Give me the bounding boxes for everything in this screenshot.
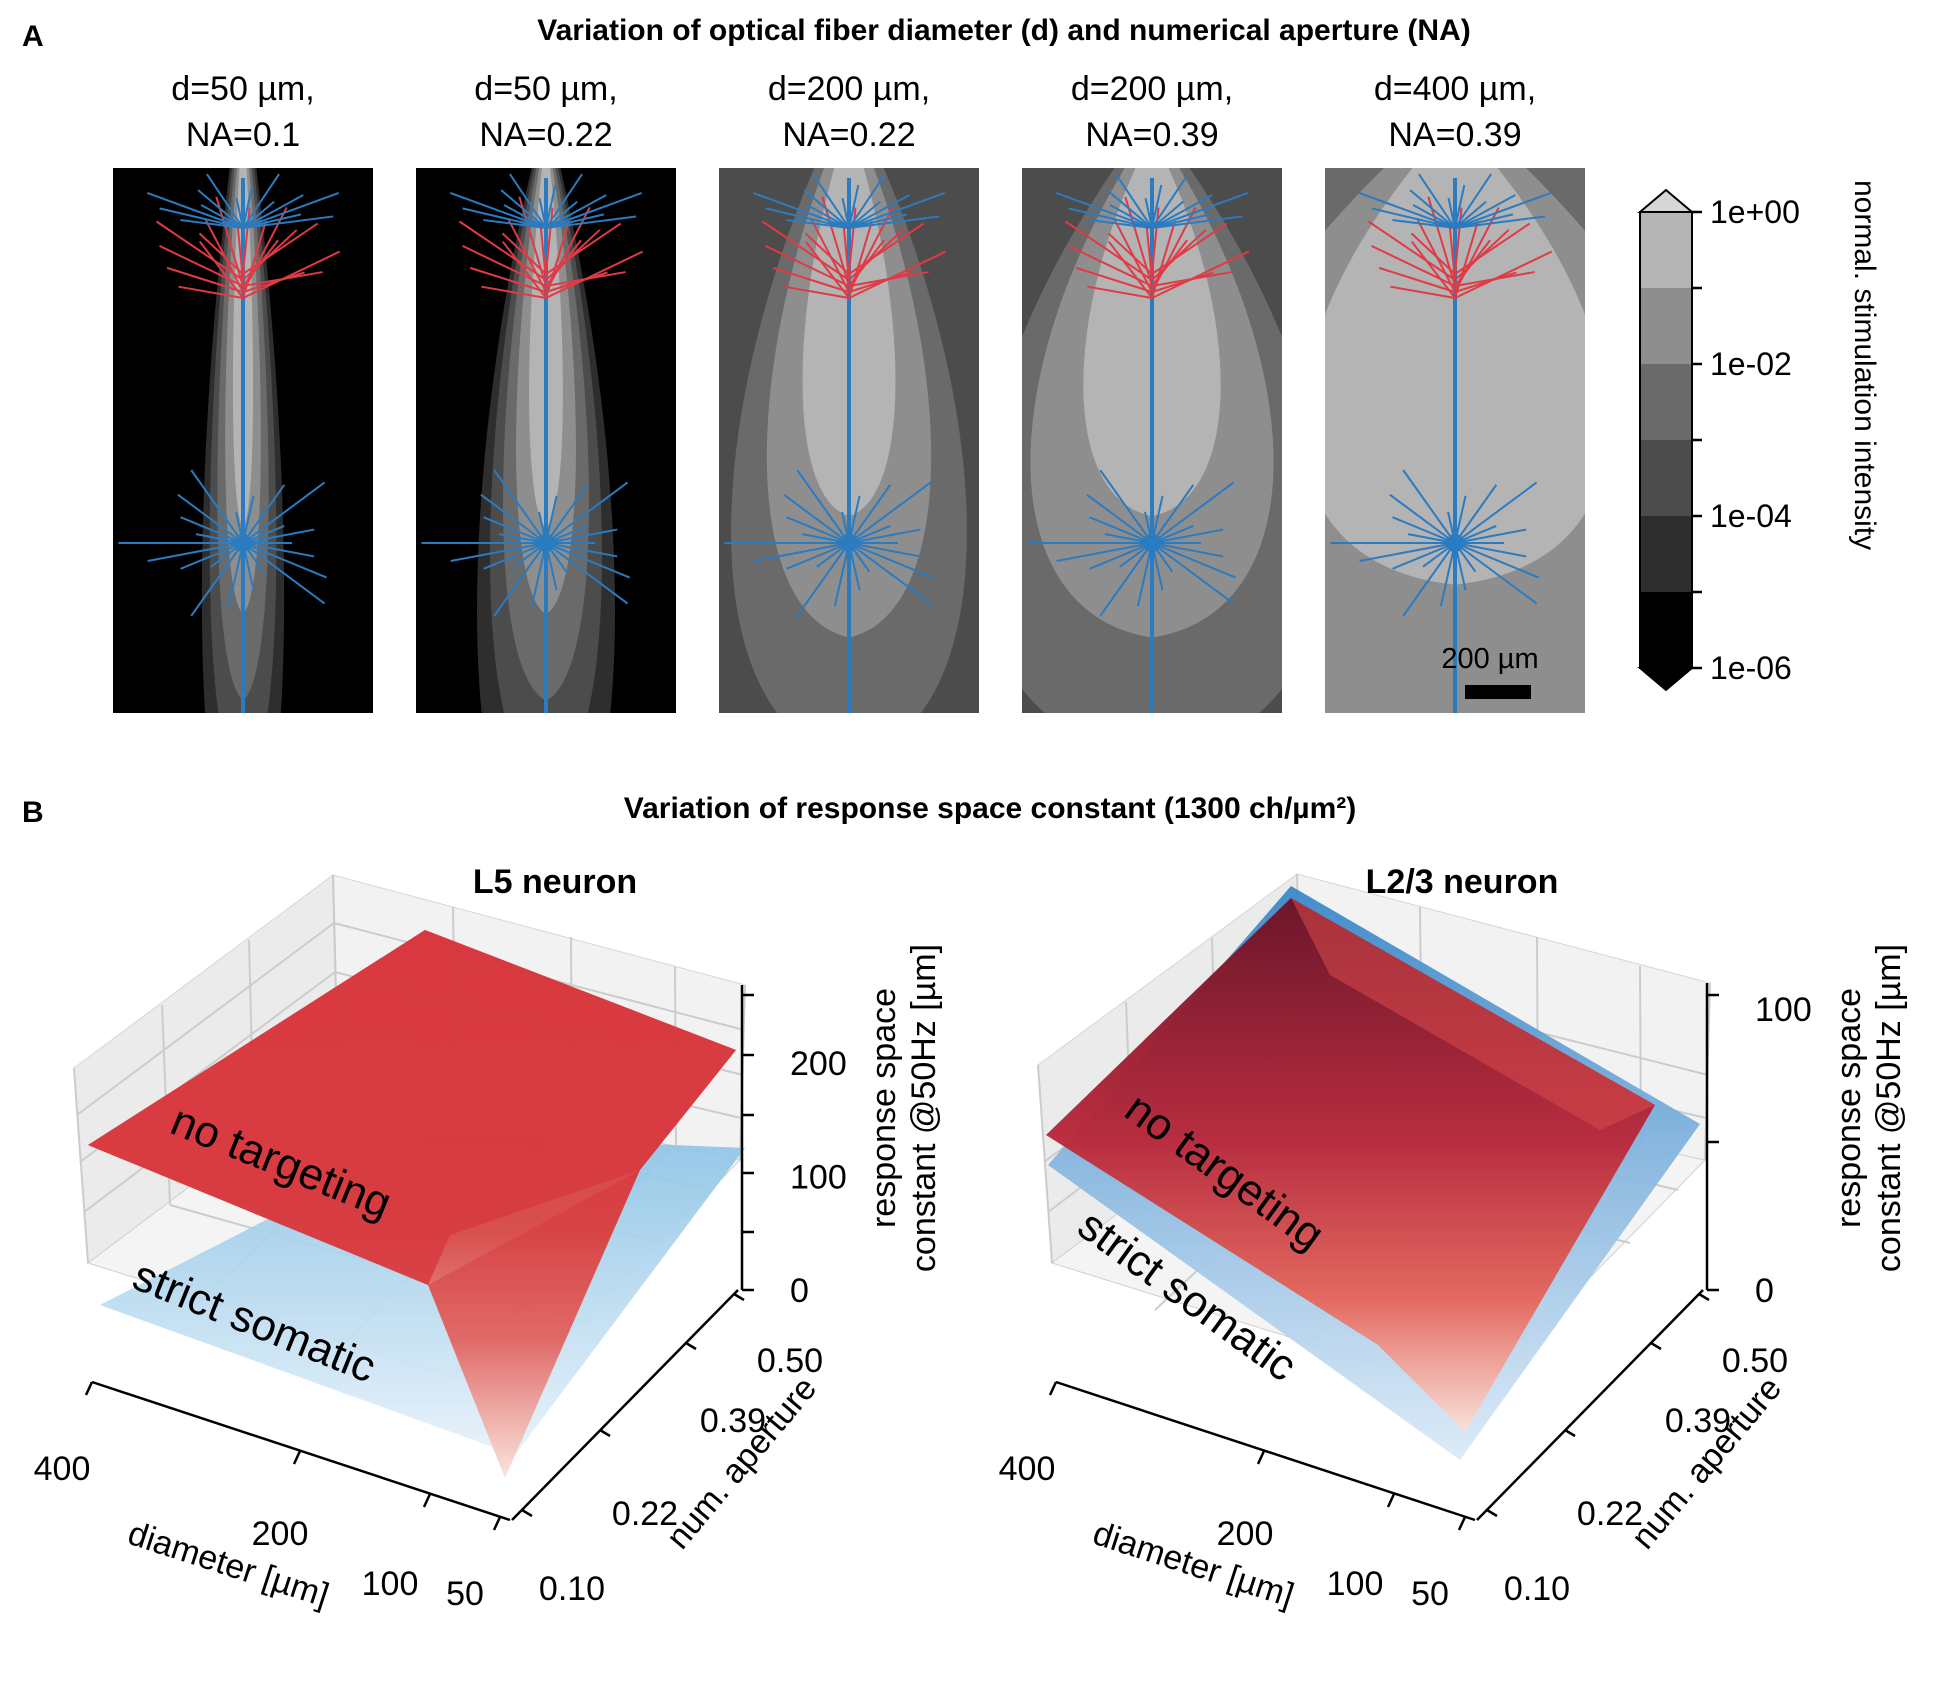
subplot-title-line2: NA=0.1 xyxy=(186,116,300,154)
y-tick-label: 0.10 xyxy=(539,1570,605,1608)
x-tick-label: 200 xyxy=(252,1515,309,1553)
colorbar-extend-max xyxy=(1637,188,1695,213)
z-tick-label: 0 xyxy=(790,1272,809,1310)
colorbar-label: normal. stimulation intensity xyxy=(1848,180,1881,550)
x-tick-label: 200 xyxy=(1217,1515,1274,1553)
intensity-heatmaps xyxy=(113,168,1585,713)
y-tick-label: 0.22 xyxy=(612,1495,678,1533)
l5-axes xyxy=(91,985,744,1522)
panel-b-title: Variation of response space constant (13… xyxy=(624,792,1357,825)
subplot-title-line1: d=200 µm, xyxy=(768,70,930,108)
panel-a-letter: A xyxy=(22,20,44,53)
subplot-title-line1: d=50 µm, xyxy=(171,70,314,108)
colorbar-segment xyxy=(1640,364,1692,440)
l23-tick-marks xyxy=(1048,993,1719,1531)
colorbar: 1e+00 1e-02 1e-04 1e-06 xyxy=(1637,188,1800,692)
l5-tick-marks xyxy=(84,993,754,1531)
colorbar-segment xyxy=(1640,288,1692,364)
z-axis-label-line2: constant @50Hz [µm] xyxy=(905,944,943,1272)
heatmap-5 xyxy=(1325,168,1585,713)
subplot-titles: d=50 µm, NA=0.1 d=50 µm, NA=0.22 d=200 µm, NA… xyxy=(171,70,1536,154)
subplot-title-line1: d=50 µm, xyxy=(474,70,617,108)
heatmap-4 xyxy=(1022,168,1282,713)
neuron-morphology xyxy=(421,173,644,713)
z-tick-label: 200 xyxy=(790,1045,847,1083)
l5-plot-title: L5 neuron xyxy=(473,863,637,901)
l5-surface-no-targeting-fold xyxy=(428,1170,640,1478)
subplot-title-line1: d=400 µm, xyxy=(1374,70,1536,108)
subplot-title-line2: NA=0.22 xyxy=(782,116,915,154)
l23-surface-plot xyxy=(1037,873,1719,1531)
x-tick-label: 100 xyxy=(1327,1565,1384,1603)
colorbar-segment xyxy=(1640,212,1692,288)
heatmap-3 xyxy=(719,168,979,713)
z-axis-label-line1: response space xyxy=(865,988,903,1228)
x-tick-label: 100 xyxy=(362,1565,419,1603)
z-tick-label: 100 xyxy=(1755,991,1812,1029)
colorbar-tick-label: 1e+00 xyxy=(1710,194,1800,230)
neuron-morphology xyxy=(118,173,341,713)
panel-b-letter: B xyxy=(22,796,44,829)
y-tick-label: 0.50 xyxy=(1722,1342,1788,1380)
neuron-morphology xyxy=(724,173,947,713)
y-axis-label: num. aperture xyxy=(659,1370,824,1557)
panel-a-title: Variation of optical fiber diameter (d) … xyxy=(537,14,1471,47)
y-tick-label: 0.50 xyxy=(757,1342,823,1380)
colorbar-tick-label: 1e-06 xyxy=(1710,650,1792,686)
l23-surface-no-targeting-edge xyxy=(1291,898,1655,1130)
neuron-morphology xyxy=(1330,173,1553,713)
y-axis-label: num. aperture xyxy=(1624,1370,1789,1557)
scale-bar-label: 200 µm xyxy=(1441,643,1538,675)
x-tick-label: 400 xyxy=(34,1450,91,1488)
colorbar-segment xyxy=(1640,592,1692,668)
z-tick-label: 0 xyxy=(1755,1272,1774,1310)
y-tick-label: 0.39 xyxy=(1665,1402,1731,1440)
subplot-title-line2: NA=0.39 xyxy=(1085,116,1218,154)
z-axis-label-line2: constant @50Hz [µm] xyxy=(1870,944,1908,1272)
subplot-title-line2: NA=0.39 xyxy=(1388,116,1521,154)
x-tick-label: 400 xyxy=(999,1450,1056,1488)
colorbar-tick-label: 1e-04 xyxy=(1710,498,1792,534)
colorbar-tick-label: 1e-02 xyxy=(1710,346,1792,382)
l23-axes xyxy=(1055,983,1709,1522)
x-tick-label: 50 xyxy=(1411,1575,1449,1613)
l5-surface-no-targeting-top xyxy=(88,930,736,1285)
subplot-title-line1: d=200 µm, xyxy=(1071,70,1233,108)
scale-bar xyxy=(1465,685,1531,699)
x-tick-label: 50 xyxy=(446,1575,484,1613)
z-tick-label: 100 xyxy=(790,1159,847,1197)
heatmap-1 xyxy=(113,168,373,713)
colorbar-segment xyxy=(1640,440,1692,516)
subplot-title-line2: NA=0.22 xyxy=(479,116,612,154)
neuron-morphology xyxy=(1027,173,1250,713)
z-axis-label-line1: response space xyxy=(1830,988,1868,1228)
y-tick-label: 0.22 xyxy=(1577,1495,1643,1533)
colorbar-extend-min xyxy=(1637,667,1695,692)
l5-surface-plot xyxy=(73,874,754,1531)
l23-plot-title: L2/3 neuron xyxy=(1366,863,1559,901)
colorbar-segment xyxy=(1640,516,1692,592)
y-tick-label: 0.39 xyxy=(700,1402,766,1440)
heatmap-2 xyxy=(416,168,676,713)
y-tick-label: 0.10 xyxy=(1504,1570,1570,1608)
